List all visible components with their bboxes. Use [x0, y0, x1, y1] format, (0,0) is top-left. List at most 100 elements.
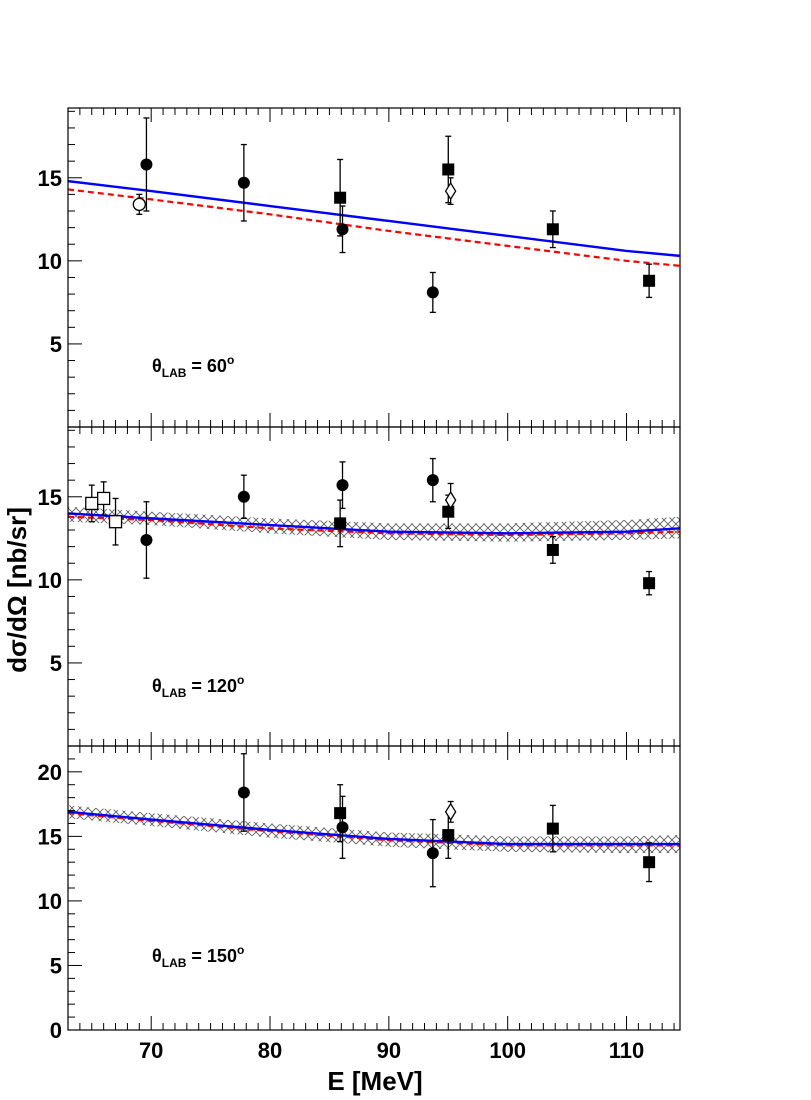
filled-square-marker — [442, 163, 455, 176]
filled-square-marker — [442, 829, 455, 842]
angle-label: θLAB = 150o — [152, 943, 244, 970]
filled-square-marker — [643, 274, 656, 287]
data-point — [237, 474, 250, 520]
open-circle-marker — [132, 197, 146, 212]
filled-square-marker — [334, 517, 347, 530]
angle-label: θLAB = 60o — [152, 353, 234, 380]
data-point — [334, 499, 347, 548]
angle-subscript: LAB — [162, 366, 187, 380]
data-point — [140, 117, 153, 212]
solid-theory-curve — [68, 512, 680, 535]
data-point — [426, 271, 439, 314]
y-tick-label: 0 — [50, 1018, 62, 1043]
open-diamond-marker — [444, 181, 457, 201]
x-tick-label: 100 — [489, 1038, 526, 1063]
data-point — [426, 457, 439, 503]
y-axis: 5 10 15 — [38, 429, 82, 730]
open-diamond-marker — [444, 490, 457, 510]
data-point — [546, 804, 559, 853]
y-tick-label: 5 — [50, 953, 62, 978]
filled-square-marker — [442, 505, 455, 518]
dashed-theory-curve — [68, 812, 680, 847]
y-tick-label: 10 — [38, 249, 62, 274]
data-point — [444, 800, 457, 823]
data-point — [336, 461, 349, 510]
filled-circle-marker — [336, 223, 349, 236]
angle-superscript: o — [237, 943, 244, 957]
x-tick-label: 70 — [139, 1038, 163, 1063]
filled-square-marker — [546, 543, 559, 556]
y-axis-title: dσ/dΩ [nb/sr] — [2, 507, 32, 673]
angle-value: = 150 — [186, 946, 237, 966]
theory-band — [68, 805, 680, 854]
y-tick-label: 5 — [50, 651, 62, 676]
data-point — [140, 501, 153, 579]
y-tick-label: 20 — [38, 760, 62, 785]
data-point — [85, 484, 99, 523]
angle-subscript: LAB — [162, 956, 187, 970]
solid-theory-curve — [68, 179, 680, 258]
open-square-marker — [85, 496, 99, 511]
panel-frame — [67, 426, 681, 747]
x-tick-label: 80 — [258, 1038, 282, 1063]
filled-circle-marker — [426, 847, 439, 860]
filled-square-marker — [546, 223, 559, 236]
filled-square-marker — [334, 807, 347, 820]
data-point — [237, 143, 250, 222]
data-point — [132, 193, 146, 215]
open-square-marker — [97, 491, 111, 506]
filled-circle-marker — [237, 490, 250, 503]
panel-frame — [67, 745, 681, 1031]
angle-theta: θ — [152, 946, 162, 966]
angle-theta: θ — [152, 356, 162, 376]
data-point — [546, 536, 559, 564]
data-point — [643, 263, 656, 299]
filled-circle-marker — [426, 474, 439, 487]
x-axis-title: E [MeV] — [327, 1066, 422, 1096]
filled-circle-marker — [140, 533, 153, 546]
data-point — [334, 158, 347, 237]
x-axis-labels: 70 80 90 100 110 — [139, 1038, 644, 1063]
data-point — [108, 497, 123, 546]
dashed-theory-curve — [68, 515, 680, 537]
x-tick-label: 110 — [609, 1038, 645, 1063]
data-point — [334, 784, 347, 843]
angle-subscript: LAB — [162, 686, 187, 700]
plot-area — [68, 117, 680, 314]
angle-theta: θ — [152, 676, 162, 696]
plot-area — [68, 753, 680, 888]
filled-circle-marker — [336, 821, 349, 834]
filled-square-marker — [643, 577, 656, 590]
data-point — [336, 795, 349, 859]
panel-2: 5 10 15 θLAB = 120o — [38, 426, 681, 747]
angle-value: = 60 — [186, 356, 227, 376]
filled-square-marker — [334, 191, 347, 204]
panel-1: 5 10 15 θLAB = 60o — [38, 107, 681, 428]
solid-theory-curve — [68, 810, 680, 846]
panel-frame — [67, 107, 681, 428]
data-point — [237, 753, 250, 832]
dashed-theory-curve — [68, 188, 680, 267]
filled-square-marker — [643, 856, 656, 869]
y-tick-label: 15 — [38, 824, 62, 849]
filled-circle-marker — [426, 286, 439, 299]
y-tick-label: 15 — [38, 166, 62, 191]
open-square-marker — [108, 515, 123, 529]
data-point — [444, 177, 457, 206]
angle-value: = 120 — [186, 676, 237, 696]
data-point — [442, 811, 455, 859]
data-point — [426, 818, 439, 888]
filled-square-marker — [546, 822, 559, 835]
data-point — [97, 481, 111, 516]
y-axis: 0 5 10 15 20 — [38, 758, 82, 1043]
angle-label: θLAB = 120o — [152, 673, 244, 700]
x-axis-ticks — [67, 746, 675, 1030]
angle-superscript: o — [237, 673, 244, 687]
data-point — [336, 205, 349, 254]
data-point — [444, 482, 457, 518]
y-tick-label: 10 — [38, 568, 62, 593]
data-point — [546, 210, 559, 249]
filled-circle-marker — [336, 479, 349, 492]
data-point — [643, 842, 656, 883]
